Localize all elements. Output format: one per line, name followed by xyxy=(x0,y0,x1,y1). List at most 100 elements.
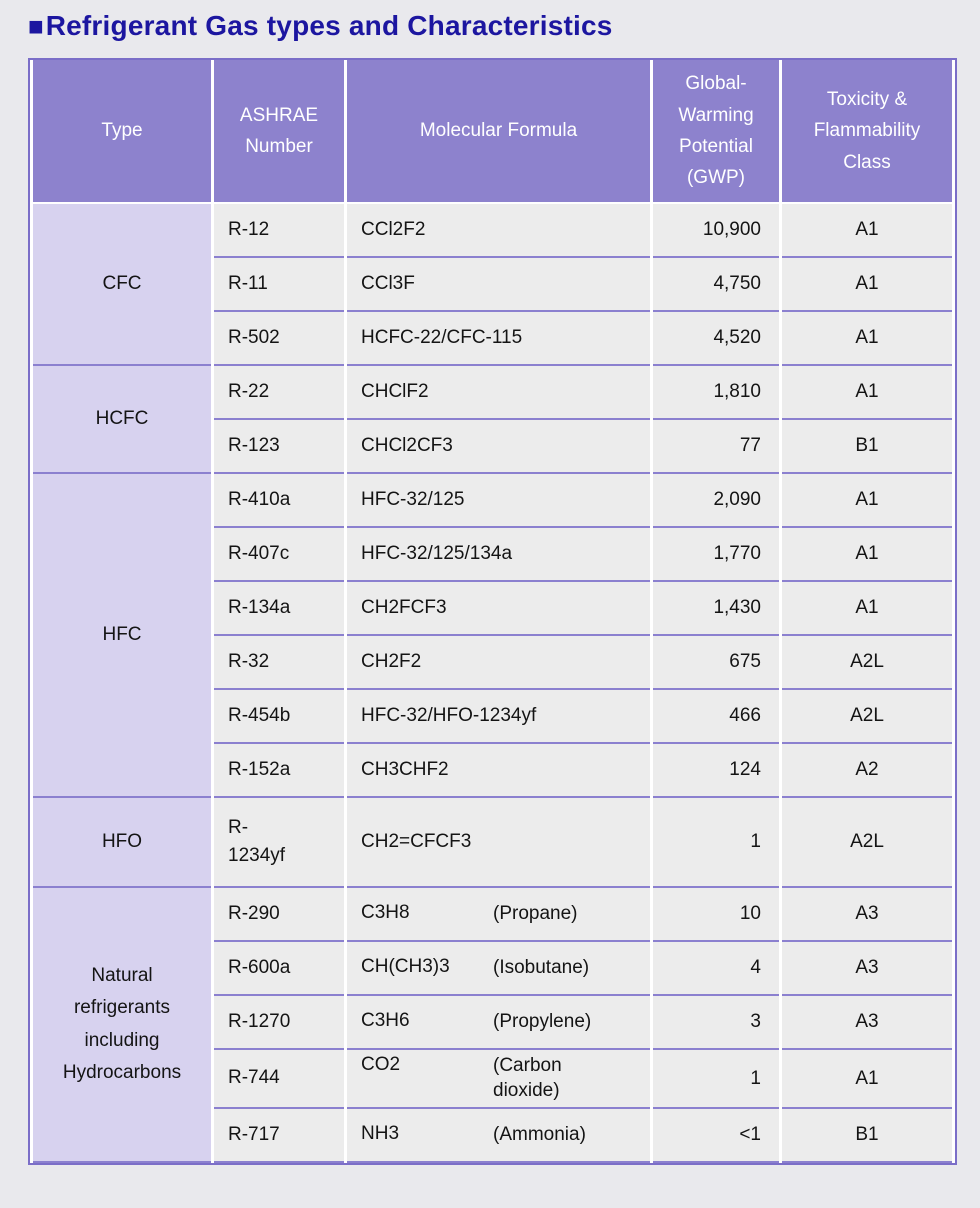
ashrae-cell: R-600a xyxy=(214,942,344,996)
table-row: HFC R-410a HFC-32/125 2,090 A1 xyxy=(33,474,952,798)
formula-common-name: (Isobutane) xyxy=(493,956,590,978)
table-row: Natural refrigerants including Hydrocarb… xyxy=(33,888,952,1164)
table-row: R-744 CO2 (Carbon dioxide) 1 A1 xyxy=(33,1050,952,1110)
formula-cell: CHClF2 xyxy=(347,366,650,420)
page-header: ■ Refrigerant Gas types and Characterist… xyxy=(0,0,980,58)
gwp-cell: 675 xyxy=(653,636,779,690)
table-row: CFC R-12 CCl2F2 10,900 A1 xyxy=(33,204,952,366)
gwp-cell: 77 xyxy=(653,420,779,474)
class-cell: A1 xyxy=(782,582,952,636)
table-row: HFO R- 1234yf CH2=CFCF3 1 A2L xyxy=(33,798,952,888)
class-cell: A1 xyxy=(782,528,952,582)
gwp-cell: 3 xyxy=(653,996,779,1050)
formula-cell: CH(CH3)3 (Isobutane) xyxy=(347,942,650,996)
formula-common-name: (Ammonia) xyxy=(493,1124,586,1146)
ashrae-cell: R-744 xyxy=(214,1050,344,1110)
class-cell: B1 xyxy=(782,420,952,474)
gwp-cell: 4,520 xyxy=(653,312,779,366)
ashrae-cell: R-152a xyxy=(214,744,344,798)
ashrae-cell: R-717 xyxy=(214,1109,344,1164)
gwp-cell: 1 xyxy=(653,1050,779,1110)
table-row: HCFC R-22 CHClF2 1,810 A1 xyxy=(33,366,952,474)
class-cell: A2L xyxy=(782,636,952,690)
formula-text: HFC-32/125 xyxy=(361,489,465,510)
formula-cell: HCFC-22/CFC-115 xyxy=(347,312,650,366)
table-row: R-502 HCFC-22/CFC-115 4,520 A1 xyxy=(33,312,952,366)
class-cell: A1 xyxy=(782,474,952,528)
page-title: Refrigerant Gas types and Characteristic… xyxy=(45,10,613,41)
class-cell: A1 xyxy=(782,366,952,420)
formula-cell: HFC-32/125 xyxy=(347,474,650,528)
formula-cell: CH2FCF3 xyxy=(347,582,650,636)
refrigerant-table: Type ASHRAE Number Molecular Formula Glo… xyxy=(28,58,957,1166)
formula-text: HCFC-22/CFC-115 xyxy=(361,327,523,348)
gwp-cell: 10,900 xyxy=(653,204,779,258)
table-row: R-123 CHCl2CF3 77 B1 xyxy=(33,420,952,474)
class-cell: A1 xyxy=(782,258,952,312)
column-header-type: Type xyxy=(33,60,211,204)
formula-cell: CO2 (Carbon dioxide) xyxy=(347,1050,650,1110)
ashrae-cell: R-32 xyxy=(214,636,344,690)
ashrae-cell: R-123 xyxy=(214,420,344,474)
formula-text: CH2F2 xyxy=(361,651,422,672)
ashrae-cell: R-22 xyxy=(214,366,344,420)
gwp-cell: 4,750 xyxy=(653,258,779,312)
formula-text: HFC-32/HFO-1234yf xyxy=(361,705,537,726)
formula-cell: CCl2F2 xyxy=(347,204,650,258)
formula-cell: CH2=CFCF3 xyxy=(347,798,650,888)
formula-text: C3H6 xyxy=(361,1009,410,1031)
type-cell: Natural refrigerants including Hydrocarb… xyxy=(33,888,211,1164)
formula-text: CH(CH3)3 xyxy=(361,955,450,977)
formula-cell: HFC-32/125/134a xyxy=(347,528,650,582)
formula-cell: CHCl2CF3 xyxy=(347,420,650,474)
formula-cell: HFC-32/HFO-1234yf xyxy=(347,690,650,744)
table-row: R-152a CH3CHF2 124 A2 xyxy=(33,744,952,798)
ashrae-cell: R-502 xyxy=(214,312,344,366)
class-cell: A2 xyxy=(782,744,952,798)
type-cell: HCFC xyxy=(33,366,211,474)
formula-cell: C3H6 (Propylene) xyxy=(347,996,650,1050)
column-header-ashrae-number: ASHRAE Number xyxy=(214,60,344,204)
table-row: R-717 NH3 (Ammonia) <1 B1 xyxy=(33,1109,952,1164)
table-row: R-134a CH2FCF3 1,430 A1 xyxy=(33,582,952,636)
table-row: R-32 CH2F2 675 A2L xyxy=(33,636,952,690)
column-header-molecular-formula: Molecular Formula xyxy=(347,60,650,204)
type-cell: HFO xyxy=(33,798,211,888)
ashrae-cell: R- 1234yf xyxy=(214,798,344,888)
type-cell: CFC xyxy=(33,204,211,366)
class-cell: A3 xyxy=(782,942,952,996)
formula-cell: CH3CHF2 xyxy=(347,744,650,798)
formula-text: CCl3F xyxy=(361,273,415,294)
formula-common-name: (Propylene) xyxy=(493,1010,592,1032)
formula-text: NH3 xyxy=(361,1123,400,1145)
formula-text: CHCl2CF3 xyxy=(361,435,453,456)
gwp-cell: 1 xyxy=(653,798,779,888)
ashrae-cell: R-407c xyxy=(214,528,344,582)
type-cell: HFC xyxy=(33,474,211,798)
gwp-cell: 124 xyxy=(653,744,779,798)
class-cell: B1 xyxy=(782,1109,952,1164)
table-row: R-600a CH(CH3)3 (Isobutane) 4 A3 xyxy=(33,942,952,996)
gwp-cell: 2,090 xyxy=(653,474,779,528)
column-header-toxicity-flammability: Toxicity & Flammability Class xyxy=(782,60,952,204)
table-row: R-1270 C3H6 (Propylene) 3 A3 xyxy=(33,996,952,1050)
square-bullet-icon: ■ xyxy=(28,11,44,41)
column-header-gwp: Global- Warming Potential (GWP) xyxy=(653,60,779,204)
gwp-cell: 466 xyxy=(653,690,779,744)
formula-text: CHClF2 xyxy=(361,381,429,402)
formula-text: CO2 xyxy=(361,1054,401,1075)
gwp-cell: 1,430 xyxy=(653,582,779,636)
formula-text: CH3CHF2 xyxy=(361,759,449,780)
table-row: R-407c HFC-32/125/134a 1,770 A1 xyxy=(33,528,952,582)
ashrae-cell: R-454b xyxy=(214,690,344,744)
table-row: R-11 CCl3F 4,750 A1 xyxy=(33,258,952,312)
formula-cell: C3H8 (Propane) xyxy=(347,888,650,942)
gwp-cell: 10 xyxy=(653,888,779,942)
gwp-cell: <1 xyxy=(653,1109,779,1164)
formula-text: HFC-32/125/134a xyxy=(361,543,513,564)
formula-text: CCl2F2 xyxy=(361,219,426,240)
ashrae-cell: R-410a xyxy=(214,474,344,528)
formula-common-name: (Carbon dioxide) xyxy=(493,1055,562,1101)
class-cell: A2L xyxy=(782,798,952,888)
gwp-cell: 1,810 xyxy=(653,366,779,420)
